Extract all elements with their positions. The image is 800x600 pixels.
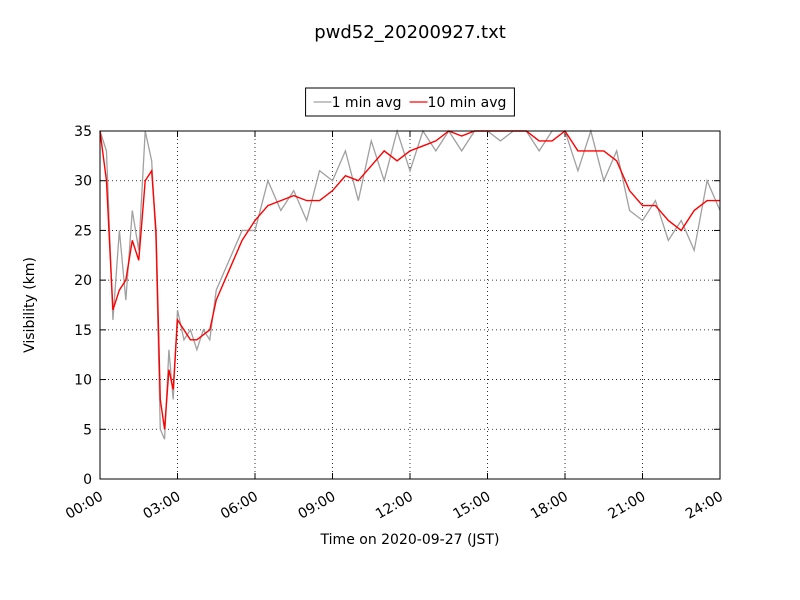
plot-frame [99,130,721,480]
y-tick-label: 5 [83,422,92,438]
legend-label: 10 min avg [428,95,507,111]
chart-title: pwd52_20200927.txt [314,22,506,43]
y-tick-label: 15 [74,323,92,339]
data-line [99,129,720,430]
y-tick-label: 35 [74,124,92,140]
y-tick-label: 20 [74,273,92,289]
y-tick-label: 10 [74,373,92,389]
y-tick-label: 30 [74,174,92,190]
legend: 1 min avg 10 min avg [305,87,515,117]
y-tick-label: 0 [83,472,92,488]
legend-label: 1 min avg [332,95,402,111]
y-axis-label: Visibility (km) [22,257,38,353]
x-axis-label: Time on 2020-09-27 (JST) [320,532,500,548]
y-tick-label: 25 [74,223,92,239]
